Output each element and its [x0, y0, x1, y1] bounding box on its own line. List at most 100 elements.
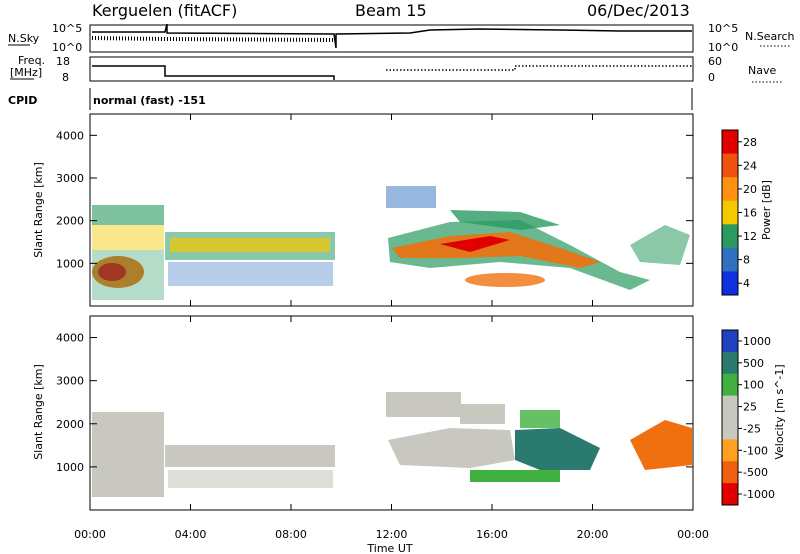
nave-tick-top: 60	[708, 55, 722, 68]
freq-tick-top: 18	[56, 55, 70, 68]
colorbar-tick-label: 16	[743, 207, 757, 220]
power-band-pm-upper	[450, 210, 560, 230]
power-y-ticks: 1000 2000 3000 4000	[56, 129, 693, 270]
colorbar-segment	[722, 200, 738, 225]
power-band-late	[630, 225, 690, 265]
colorbar-segment	[722, 247, 738, 272]
power-band-mid-blue	[168, 262, 333, 286]
colorbar-tick-label: 1000	[743, 335, 771, 348]
y-tick-label: 2000	[56, 215, 84, 228]
velocity-band-mid-lower	[168, 470, 333, 488]
noise-panel: N.Sky 10^5 10^0 10^5 10^0 N.Search	[8, 22, 795, 54]
frequency-panel: Freq. [MHz] 18 8 60 0 Nave	[10, 54, 782, 84]
date-title: 06/Dec/2013	[587, 1, 690, 20]
noise-search-line	[91, 36, 335, 42]
colorbar-segment	[722, 177, 738, 202]
noise-right-tick-top: 10^5	[708, 22, 738, 35]
power-core-early	[98, 263, 126, 281]
colorbar-tick-label: 28	[743, 136, 757, 149]
x-axis-label: Time UT	[366, 542, 412, 554]
power-band-early-lower	[92, 250, 164, 300]
colorbar-segment	[722, 330, 738, 353]
colorbar-segment	[722, 373, 738, 397]
colorbar-tick-label: 25	[743, 401, 757, 414]
x-tick-label: 00:00	[74, 528, 106, 541]
velocity-band-pm-green2	[520, 410, 560, 428]
y-tick-label: 2000	[56, 418, 84, 431]
power-panel: 1000 2000 3000 4000 Slant Range [km]	[32, 113, 694, 307]
power-band-pm-orange	[392, 232, 600, 268]
noise-sky-line	[92, 23, 692, 49]
velocity-y-ticks: 1000 2000 3000 4000	[56, 332, 693, 474]
x-tick-label: 20:00	[577, 528, 609, 541]
nave-step-line	[386, 65, 692, 71]
cpid-label: CPID	[8, 94, 37, 107]
x-tick-label: 12:00	[376, 528, 408, 541]
cpid-value: normal (fast) -151	[93, 94, 206, 107]
nave-tick-bottom: 0	[708, 71, 715, 84]
x-tick-label: 04:00	[175, 528, 207, 541]
noise-right-label: N.Search	[745, 30, 795, 43]
power-ylabel: Slant Range [km]	[32, 162, 45, 258]
y-tick-label: 4000	[56, 332, 84, 345]
velocity-band-mid	[165, 445, 335, 467]
noise-panel-frame	[89, 24, 694, 53]
colorbar-segment	[722, 224, 738, 249]
power-band-early-mid	[92, 225, 164, 250]
noise-left-label: N.Sky	[8, 32, 40, 45]
colorbar-tick-label: 4	[743, 277, 750, 290]
colorbar-tick-label: 20	[743, 183, 757, 196]
velocity-ylabel: Slant Range [km]	[32, 364, 45, 460]
power-band-pm-red	[440, 236, 510, 252]
power-band-early-upper	[92, 205, 164, 225]
colorbar-tick-label: 24	[743, 159, 757, 172]
colorbar-tick-label: 12	[743, 230, 757, 243]
colorbar-tick-label: -500	[743, 466, 768, 479]
power-band-pm-lower	[465, 273, 545, 287]
y-tick-label: 4000	[56, 129, 84, 142]
colorbar-segment	[722, 439, 738, 462]
power-colorbar: 28 24 20 16 12 8 4	[721, 129, 757, 296]
colorbar-tick-label: 8	[743, 254, 750, 267]
y-tick-label: 1000	[56, 257, 84, 270]
x-tick-label: 08:00	[275, 528, 307, 541]
colorbar-segment	[722, 461, 738, 484]
freq-label-line2: [MHz]	[10, 66, 42, 79]
beam-title: Beam 15	[355, 1, 427, 20]
colorbar-tick-label: -1000	[743, 488, 775, 501]
y-tick-label: 3000	[56, 375, 84, 388]
velocity-colorbar-label: Velocity [m s^-1]	[773, 364, 786, 459]
velocity-band-early	[92, 412, 164, 497]
colorbar-tick-label: -25	[743, 422, 761, 435]
colorbar-segment	[722, 417, 738, 440]
power-colorbar-label: Power [dB]	[760, 180, 773, 240]
colorbar-tick-label: 500	[743, 357, 764, 370]
x-tick-label: 00:00	[677, 528, 709, 541]
colorbar-segment	[722, 271, 738, 296]
velocity-band-pm-gray	[388, 428, 515, 468]
power-band-pm-high	[386, 186, 436, 208]
colorbar-frame	[721, 329, 739, 506]
velocity-panel: 1000 2000 3000 4000 Slant Range [km]	[32, 315, 694, 511]
noise-left-tick-bottom: 10^0	[52, 41, 82, 54]
velocity-band-late	[630, 420, 692, 470]
velocity-band-pm-teal	[515, 428, 600, 470]
noise-right-tick-bottom: 10^0	[708, 41, 738, 54]
colorbar-segment	[722, 351, 738, 375]
velocity-band-pm-mid	[460, 404, 505, 424]
colorbar-tick-label: 100	[743, 379, 764, 392]
x-tick-label: 16:00	[476, 528, 508, 541]
freq-tick-bottom: 8	[62, 71, 69, 84]
velocity-band-pm-high	[386, 392, 461, 417]
frequency-panel-frame	[89, 56, 694, 82]
colorbar-segment	[722, 395, 738, 418]
freq-label-line1: Freq.	[18, 54, 45, 67]
station-title: Kerguelen (fitACF)	[92, 1, 237, 20]
y-tick-label: 1000	[56, 461, 84, 474]
y-tick-label: 3000	[56, 172, 84, 185]
velocity-band-pm-green	[470, 470, 560, 482]
nave-label: Nave	[748, 64, 776, 77]
freq-step-line	[92, 65, 335, 80]
colorbar-tick-label: -100	[743, 444, 768, 457]
